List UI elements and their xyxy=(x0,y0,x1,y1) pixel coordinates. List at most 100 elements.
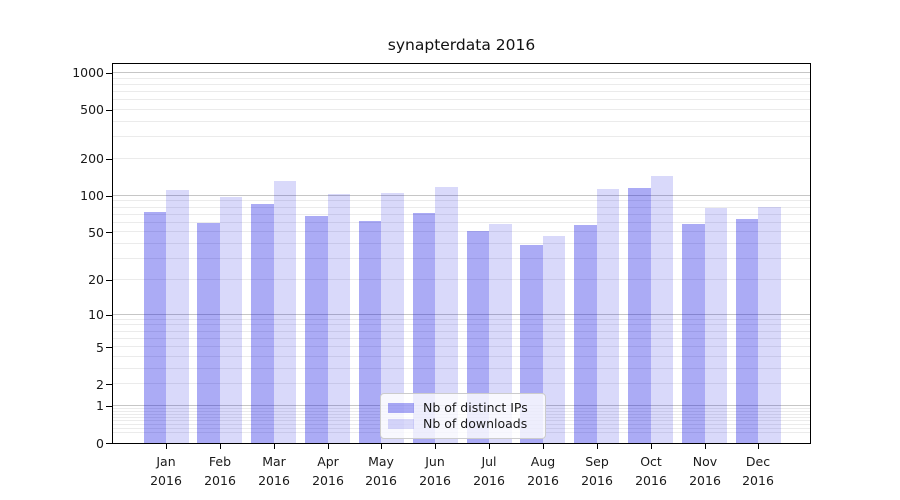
x-tick-mark xyxy=(328,444,329,449)
x-tick-mark xyxy=(705,444,706,449)
y-tick-mark xyxy=(106,232,112,233)
legend: Nb of distinct IPs Nb of downloads xyxy=(380,393,546,439)
minor-gridline xyxy=(113,213,810,215)
x-tick-mark xyxy=(166,444,167,449)
y-tick-label: 50 xyxy=(88,225,104,240)
x-tick-label: Dec 2016 xyxy=(742,454,774,488)
bar-distinct-ips-apr xyxy=(305,216,328,443)
legend-item-downloads: Nb of downloads xyxy=(388,416,536,431)
y-tick-mark xyxy=(106,159,112,160)
minor-gridline xyxy=(113,108,810,110)
minor-gridline xyxy=(113,258,810,260)
y-tick-label: 500 xyxy=(80,102,104,117)
bar-distinct-ips-nov xyxy=(682,223,705,443)
bar-distinct-ips-feb xyxy=(197,222,220,443)
y-tick-mark xyxy=(106,384,112,385)
legend-item-distinct-ips: Nb of distinct IPs xyxy=(388,400,536,415)
minor-gridline xyxy=(113,324,810,326)
y-tick-label: 200 xyxy=(80,151,104,166)
x-tick-label: Sep 2016 xyxy=(581,454,613,488)
bar-distinct-ips-oct xyxy=(628,187,651,443)
x-tick-label: Feb 2016 xyxy=(204,454,236,488)
bar-downloads-may xyxy=(381,193,404,443)
bar-distinct-ips-jan xyxy=(143,211,166,443)
x-tick-label: Mar 2016 xyxy=(258,454,290,488)
bar-downloads-sep xyxy=(596,188,620,443)
minor-gridline xyxy=(113,355,810,357)
bar-downloads-aug xyxy=(542,235,566,443)
x-tick-mark xyxy=(651,444,652,449)
x-tick-mark xyxy=(435,444,436,449)
y-tick-label: 0 xyxy=(96,436,104,451)
bar-downloads-feb xyxy=(219,196,243,443)
minor-gridline xyxy=(113,243,810,245)
bar-distinct-ips-jun xyxy=(412,213,436,443)
minor-gridline xyxy=(113,346,810,348)
minor-gridline xyxy=(113,120,810,122)
y-tick-mark xyxy=(106,315,112,316)
major-gridline xyxy=(113,71,810,73)
minor-gridline xyxy=(113,200,810,202)
x-tick-mark xyxy=(489,444,490,449)
bar-downloads-apr xyxy=(327,193,351,443)
x-tick-label: Jul 2016 xyxy=(473,454,505,488)
minor-gridline xyxy=(113,367,810,369)
y-tick-label: 5 xyxy=(96,340,104,355)
y-tick-label: 20 xyxy=(88,272,104,287)
x-tick-label: Oct 2016 xyxy=(635,454,667,488)
x-tick-label: Apr 2016 xyxy=(312,454,344,488)
bar-downloads-mar xyxy=(273,181,297,443)
y-tick-mark xyxy=(106,73,112,74)
x-tick-label: Jun 2016 xyxy=(419,454,451,488)
bar-downloads-jan xyxy=(166,189,189,443)
x-tick-label: Aug 2016 xyxy=(527,454,559,488)
y-tick-mark xyxy=(106,280,112,281)
minor-gridline xyxy=(113,383,810,385)
bar-distinct-ips-mar xyxy=(251,204,274,443)
minor-gridline xyxy=(113,337,810,339)
bar-distinct-ips-jul xyxy=(466,231,490,443)
bar-distinct-ips-may xyxy=(358,221,382,443)
minor-gridline xyxy=(113,99,810,101)
minor-gridline xyxy=(113,157,810,159)
bar-downloads-oct xyxy=(650,176,674,443)
y-tick-label: 2 xyxy=(96,377,104,392)
y-tick-label: 1 xyxy=(96,398,104,413)
bar-distinct-ips-dec xyxy=(735,218,759,443)
minor-gridline xyxy=(113,231,810,233)
legend-label-distinct-ips: Nb of distinct IPs xyxy=(423,400,528,415)
major-gridline xyxy=(113,313,810,315)
x-tick-mark xyxy=(543,444,544,449)
x-tick-label: Nov 2016 xyxy=(689,454,721,488)
plot-area: Nb of distinct IPs Nb of downloads xyxy=(112,63,811,444)
x-tick-label: May 2016 xyxy=(365,454,397,488)
minor-gridline xyxy=(113,278,810,280)
minor-gridline xyxy=(113,330,810,332)
bar-downloads-jun xyxy=(435,187,458,443)
y-tick-mark xyxy=(106,406,112,407)
y-tick-label: 10 xyxy=(88,307,104,322)
minor-gridline xyxy=(113,318,810,320)
bar-distinct-ips-sep xyxy=(574,225,597,443)
minor-gridline xyxy=(113,221,810,223)
x-tick-mark xyxy=(597,444,598,449)
y-tick-mark xyxy=(106,443,112,444)
bar-downloads-dec xyxy=(758,206,781,443)
x-tick-label: Jan 2016 xyxy=(150,454,182,488)
bar-downloads-nov xyxy=(704,207,727,443)
bar-downloads-jul xyxy=(489,223,512,443)
legend-swatch-distinct-ips xyxy=(388,402,414,413)
minor-gridline xyxy=(113,83,810,85)
x-tick-mark xyxy=(758,444,759,449)
legend-swatch-downloads xyxy=(388,418,414,429)
minor-gridline xyxy=(113,136,810,138)
x-tick-mark xyxy=(381,444,382,449)
y-tick-mark xyxy=(106,196,112,197)
minor-gridline xyxy=(113,206,810,208)
chart-title: synapterdata 2016 xyxy=(387,36,536,54)
y-tick-label: 100 xyxy=(80,188,104,203)
x-tick-mark xyxy=(274,444,275,449)
y-tick-mark xyxy=(106,110,112,111)
major-gridline xyxy=(113,194,810,196)
